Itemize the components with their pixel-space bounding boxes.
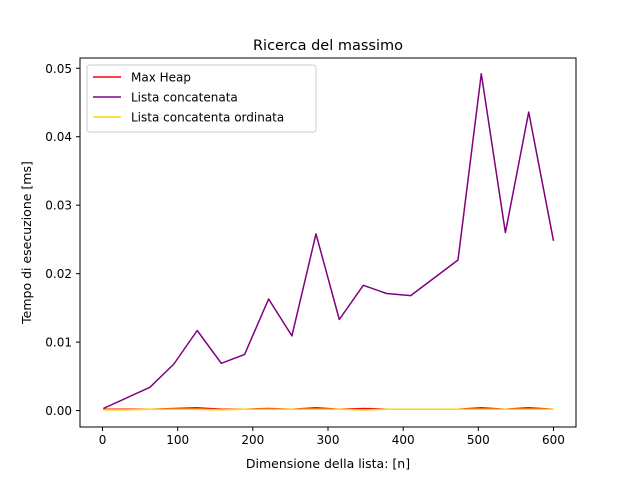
legend-entry-2: Lista concatenta ordinata — [131, 111, 284, 125]
plot-area — [79, 57, 577, 428]
y-tick-label: 0.00 — [45, 404, 72, 418]
y-tick-label: 0.05 — [45, 62, 72, 76]
chart-title: Ricerca del massimo — [253, 38, 403, 54]
y-tick-label: 0.02 — [45, 267, 72, 281]
x-tick-label: 300 — [317, 433, 340, 447]
y-axis-label: Tempo di esecuzione [ms] — [19, 161, 34, 325]
x-tick-label: 0 — [99, 433, 107, 447]
legend-entry-0: Max Heap — [131, 71, 191, 85]
x-axis-label: Dimensione della lista: [n] — [246, 456, 410, 471]
y-tick-label: 0.04 — [45, 130, 72, 144]
series-layer — [102, 72, 555, 411]
series-line-2 — [103, 408, 554, 411]
x-tick-label: 600 — [542, 433, 565, 447]
x-axis-ticks: 0 100 200 300 400 500 600 — [99, 427, 565, 447]
legend-entry-1: Lista concatenata — [131, 91, 238, 105]
x-tick-label: 400 — [392, 433, 415, 447]
y-axis-ticks: 0.00 0.01 0.02 0.03 0.04 0.05 — [45, 62, 80, 418]
x-tick-label: 200 — [241, 433, 264, 447]
y-tick-label: 0.01 — [45, 336, 72, 350]
legend-box — [86, 64, 317, 133]
legend: Max Heap Lista concatenata Lista concatent… — [86, 64, 317, 133]
y-tick-label: 0.03 — [45, 199, 72, 213]
x-tick-label: 500 — [467, 433, 490, 447]
series-line-1 — [102, 72, 555, 410]
x-tick-label: 100 — [166, 433, 189, 447]
